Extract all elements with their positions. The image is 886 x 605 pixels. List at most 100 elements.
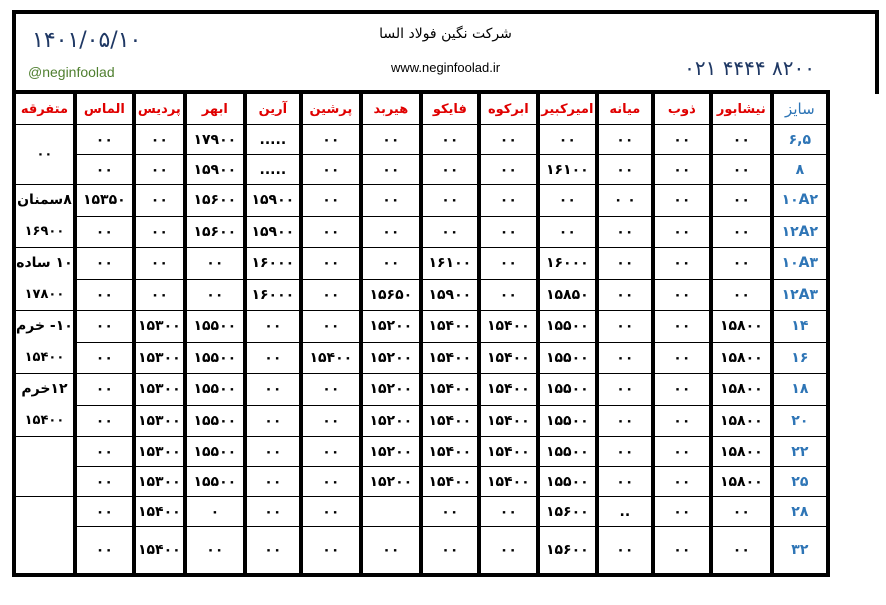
price-cell: ۱۵۹۰۰ <box>242 215 303 248</box>
misc-cell: ۰۰ <box>12 124 77 185</box>
price-cell: ۰۰ <box>358 215 423 248</box>
price-cell: ۰۰ <box>242 341 303 374</box>
price-cell: ۰۰ <box>242 436 303 467</box>
price-cell: ۱۵۴۰۰ <box>476 341 540 374</box>
price-cell: ۰۰ <box>242 466 303 497</box>
size-cell: ۳۲ <box>769 526 830 576</box>
table-row: ۱۰A۲ ۰۰ ۰۰ ۰ ۰ ۰۰ ۰۰ ۰۰ ۰۰ ۰۰ ۱۵۹۰۰ ۱۵۶۰۰ ۰۰ ۱۵۳۵۰ ۸س… <box>12 184 830 248</box>
misc-cell: ۱۰ ساده ۱۷۸۰۰ <box>12 247 77 311</box>
price-cell: ۰۰ <box>650 404 713 437</box>
price-cell: ۱۵۴۰۰ <box>476 466 540 497</box>
price-cell: ۰۰ <box>298 184 363 217</box>
price-cell: ۰۰ <box>476 215 540 248</box>
price-cell: ۰۰ <box>358 247 423 280</box>
price-cell: ۰۰ <box>708 215 774 248</box>
price-cell: ۰۰ <box>476 154 540 185</box>
table-row: ۲۲ ۱۵۸۰۰ ۰۰ ۰۰ ۱۵۵۰۰ ۱۵۴۰۰ ۱۵۴۰۰ ۱۵۲۰۰ ۰۰ ۰۰ ۱۵۵۰۰… <box>12 436 830 497</box>
price-cell: ۰۰ <box>476 278 540 311</box>
price-cell: ۱۵۸۰۰ <box>708 466 774 497</box>
misc-cell: ۱۲خرم ۱۵۴۰۰ <box>12 373 77 437</box>
table-row: ۲۰ ۱۵۸۰۰ ۰۰ ۰۰ ۱۵۵۰۰ ۱۵۴۰۰ ۱۵۴۰۰ ۱۵۲۰۰ ۰۰ ۰۰ ۱۵۵۰۰… <box>14 404 830 437</box>
price-cell: ۱۵۸۰۰ <box>708 404 774 437</box>
price-cell: ۰۰ <box>298 526 363 576</box>
size-cell: ۱۸ <box>769 373 830 406</box>
price-cell: ۰۰ <box>650 278 713 311</box>
price-cell: ۰۰ <box>594 247 655 280</box>
price-cell: .. <box>594 496 655 527</box>
price-cell: ۱۵۵۰۰ <box>535 373 599 406</box>
price-cell: ۰۰ <box>131 247 187 280</box>
price-cell: ۰۰ <box>650 154 713 185</box>
size-label: ۶,۵ <box>788 131 812 148</box>
price-cell: ۰۰ <box>182 247 247 280</box>
size-label: ۱۲A۳ <box>781 286 819 303</box>
price-cell: ۰۰ <box>131 124 187 155</box>
size-cell: ۲۸ <box>769 496 830 527</box>
table-row: ۱۰A۳ ۰۰ ۰۰ ۰۰ ۱۶۰۰۰ ۰۰ ۱۶۱۰۰ ۰۰ ۰۰ ۱۶۰۰۰ ۰۰ ۰۰ ۰۰ ۱۰ … <box>12 247 830 311</box>
price-cell: ۰۰ <box>708 124 774 155</box>
price-cell: ۱۵۶۰۰ <box>182 184 247 217</box>
price-cell: ۰۰ <box>708 154 774 185</box>
price-cell: ۰۰ <box>72 404 136 437</box>
price-cell: ۰۰ <box>708 278 774 311</box>
price-cell: ۱۵۸۵۰ <box>535 278 599 311</box>
price-cell: ۰۰ <box>418 154 481 185</box>
price-cell: ۰۰ <box>242 526 303 576</box>
size-cell: ۱۴ <box>769 310 830 343</box>
price-cell: ۰۰ <box>594 404 655 437</box>
price-cell: ۰۰ <box>650 526 713 576</box>
size-cell: ۲۰ <box>769 404 830 437</box>
price-cell: ۰۰ <box>418 496 481 527</box>
price-cell: ۰۰ <box>72 436 136 467</box>
price-cell: ۱۵۲۰۰ <box>358 341 423 374</box>
price-cell: ۱۵۳۵۰ <box>72 184 136 217</box>
price-cell: ۱۵۵۰۰ <box>182 373 247 406</box>
price-cell: ۱۵۳۰۰ <box>131 436 187 467</box>
price-cell: ۱۶۰۰۰ <box>242 247 303 280</box>
column-header: الماس <box>72 91 136 125</box>
price-cell: ۰۰ <box>476 526 540 576</box>
price-cell: ۰۰ <box>242 404 303 437</box>
price-cell: ۰۰ <box>298 247 363 280</box>
price-cell: ۰۰ <box>131 215 187 248</box>
price-cell: ۰۰ <box>72 124 136 155</box>
price-cell: ۰۰ <box>182 526 247 576</box>
table-row: ۲۸ ۰۰ ۰۰.. ۱۵۶۰۰ ۰۰ ۰۰ ۰۰ ۰۰ ۰ ۱۵۴۰۰ ۰۰ <box>12 496 830 576</box>
price-cell: ۱۵۴۰۰ <box>131 496 187 527</box>
price-cell: ۰۰ <box>242 496 303 527</box>
price-cell: ۰۰ <box>298 373 363 406</box>
misc-line: ۱۵۴۰۰ <box>24 350 65 365</box>
table-row: ۶,۵ ۰۰ ۰۰ ۰۰ ۰۰ ۰۰ ۰۰ ۰۰ ۰۰..... ۱۷۹۰۰ ۰۰ ۰۰ ۰۰ <box>12 124 830 185</box>
price-cell: ۰۰ <box>418 526 481 576</box>
price-cell: ۰۰ <box>708 496 774 527</box>
price-cell: ۰۰ <box>418 184 481 217</box>
price-cell: ۱۶۰۰۰ <box>535 247 599 280</box>
misc-cell: ۸سمنان ۱۶۹۰۰ <box>12 184 77 248</box>
price-cell: ۰۰ <box>298 278 363 311</box>
size-cell: ۲۲ <box>769 436 830 467</box>
price-cell: ۰۰ <box>594 341 655 374</box>
price-cell: ۰۰ <box>298 215 363 248</box>
price-cell: ۱۵۲۰۰ <box>358 404 423 437</box>
price-cell: ۰۰ <box>476 247 540 280</box>
price-cell: ۰۰ <box>131 278 187 311</box>
social-handle: @neginfoolad <box>28 64 115 80</box>
table-row: ۱۲A۲ ۰۰ ۰۰ ۰۰ ۰۰ ۰۰ ۰۰ ۰۰ ۰۰ ۱۵۹۰۰ ۱۵۶۰۰ ۰۰ ۰۰ <box>14 215 830 248</box>
price-cell: ۰۰ <box>242 310 303 343</box>
price-cell: ۱۵۳۰۰ <box>131 341 187 374</box>
size-label: ۳۲ <box>791 542 809 558</box>
size-cell: ۱۲A۳ <box>769 278 830 311</box>
price-cell <box>358 496 423 527</box>
price-cell: ۰۰ <box>131 154 187 185</box>
misc-line: ۱۵۴۰۰ <box>24 413 65 428</box>
price-cell: ۱۵۴۰۰ <box>418 404 481 437</box>
price-cell: ۰۰ <box>594 215 655 248</box>
price-cell: ۰۰ <box>298 466 363 497</box>
price-cell: ۱۵۵۰۰ <box>535 466 599 497</box>
price-cell: ۱۵۸۰۰ <box>708 373 774 406</box>
price-cell: ۱۵۸۰۰ <box>708 436 774 467</box>
column-header: آرین <box>242 91 303 125</box>
table-row: ۸ ۰۰ ۰۰ ۰۰ ۱۶۱۰۰ ۰۰ ۰۰ ۰۰ ۰۰..... ۱۵۹۰۰ ۰۰ ۰۰ <box>14 154 830 185</box>
price-cell: ۰۰ <box>594 526 655 576</box>
price-cell: ۰۰ <box>358 154 423 185</box>
